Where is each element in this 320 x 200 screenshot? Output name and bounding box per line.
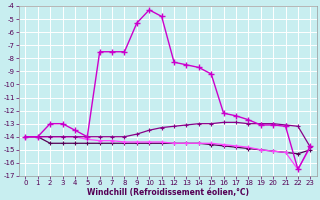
X-axis label: Windchill (Refroidissement éolien,°C): Windchill (Refroidissement éolien,°C) [87,188,249,197]
